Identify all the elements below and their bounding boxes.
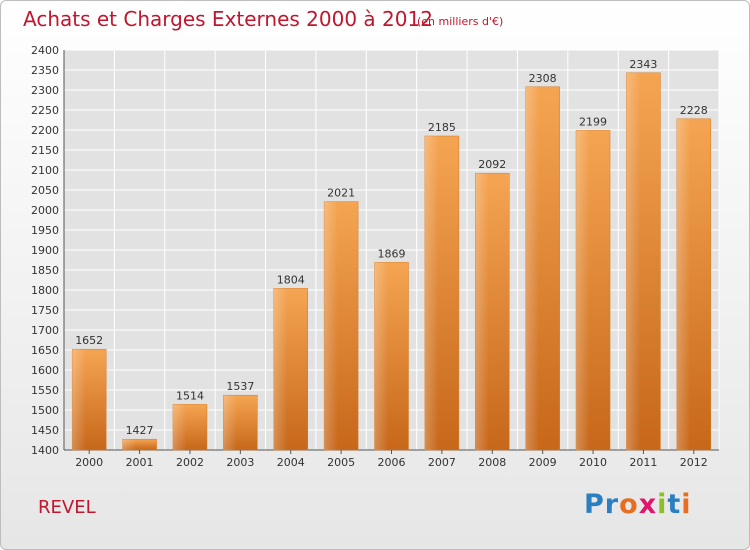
data-label: 2199 [579,115,607,128]
logo-letter: x [638,489,658,520]
x-tick-label: 2004 [277,456,305,469]
y-tick-label: 1700 [31,324,59,337]
x-tick-label: 2003 [226,456,254,469]
bar-highlight [424,136,439,450]
x-tick-label: 2006 [378,456,406,469]
y-tick-label: 2000 [31,204,59,217]
proxiti-logo: Proxiti [584,489,692,520]
x-tick-label: 2000 [75,456,103,469]
bar-highlight [72,349,86,450]
y-tick-label: 2050 [31,184,59,197]
y-tick-label: 1900 [31,244,59,257]
bar-highlight [172,404,187,450]
bar-highlight [374,262,389,450]
bar-highlight [324,201,338,450]
y-tick-label: 1450 [31,424,59,437]
logo-letter: i [681,489,692,520]
bar-highlight [475,173,489,450]
logo-letter: o [619,489,639,520]
x-tick-label: 2009 [529,456,557,469]
y-tick-label: 1850 [31,264,59,277]
data-label: 2021 [327,187,355,200]
data-label: 1804 [277,273,305,286]
bar-highlight [273,288,288,450]
data-label: 2228 [680,104,708,117]
x-tick-label: 2011 [629,456,657,469]
bar-highlight [576,130,590,450]
x-tick-label: 2001 [126,456,154,469]
chart-unit: (en milliers d'€) [417,15,504,28]
chart-title: Achats et Charges Externes 2000 à 2012 [23,7,433,31]
data-label: 1652 [75,334,103,347]
y-tick-label: 1500 [31,404,59,417]
logo-letter: t [667,489,682,520]
x-tick-label: 2008 [478,456,506,469]
y-tick-label: 1750 [31,304,59,317]
bar-highlight [223,395,237,450]
y-tick-label: 2400 [31,44,59,57]
y-tick-label: 2300 [31,84,59,97]
data-label: 1869 [378,247,406,260]
y-tick-label: 1400 [31,444,59,457]
x-tick-label: 2002 [176,456,204,469]
data-label: 1514 [176,389,204,402]
logo-letter: i [657,489,668,520]
y-tick-label: 1950 [31,224,59,237]
y-tick-label: 2350 [31,64,59,77]
data-label: 2343 [629,58,657,71]
y-tick-label: 1800 [31,284,59,297]
bar-highlight [626,72,641,451]
x-tick-label: 2005 [327,456,355,469]
x-tick-label: 2012 [680,456,708,469]
x-tick-label: 2007 [428,456,456,469]
bar-highlight [676,118,691,451]
logo-letter: r [604,489,620,520]
y-tick-label: 1600 [31,364,59,377]
data-label: 2308 [529,72,557,85]
y-tick-label: 2200 [31,124,59,137]
bar-highlight [122,439,137,450]
data-label: 1427 [126,424,154,437]
logo-letter: P [584,489,605,520]
data-label: 2185 [428,121,456,134]
y-tick-label: 2100 [31,164,59,177]
data-label: 1537 [226,380,254,393]
y-tick-label: 1650 [31,344,59,357]
x-tick-label: 2010 [579,456,607,469]
data-label: 2092 [478,158,506,171]
y-tick-label: 1550 [31,384,59,397]
place-name: REVEL [38,497,96,518]
bar-highlight [525,86,540,451]
y-tick-label: 2150 [31,144,59,157]
y-tick-label: 2250 [31,104,59,117]
